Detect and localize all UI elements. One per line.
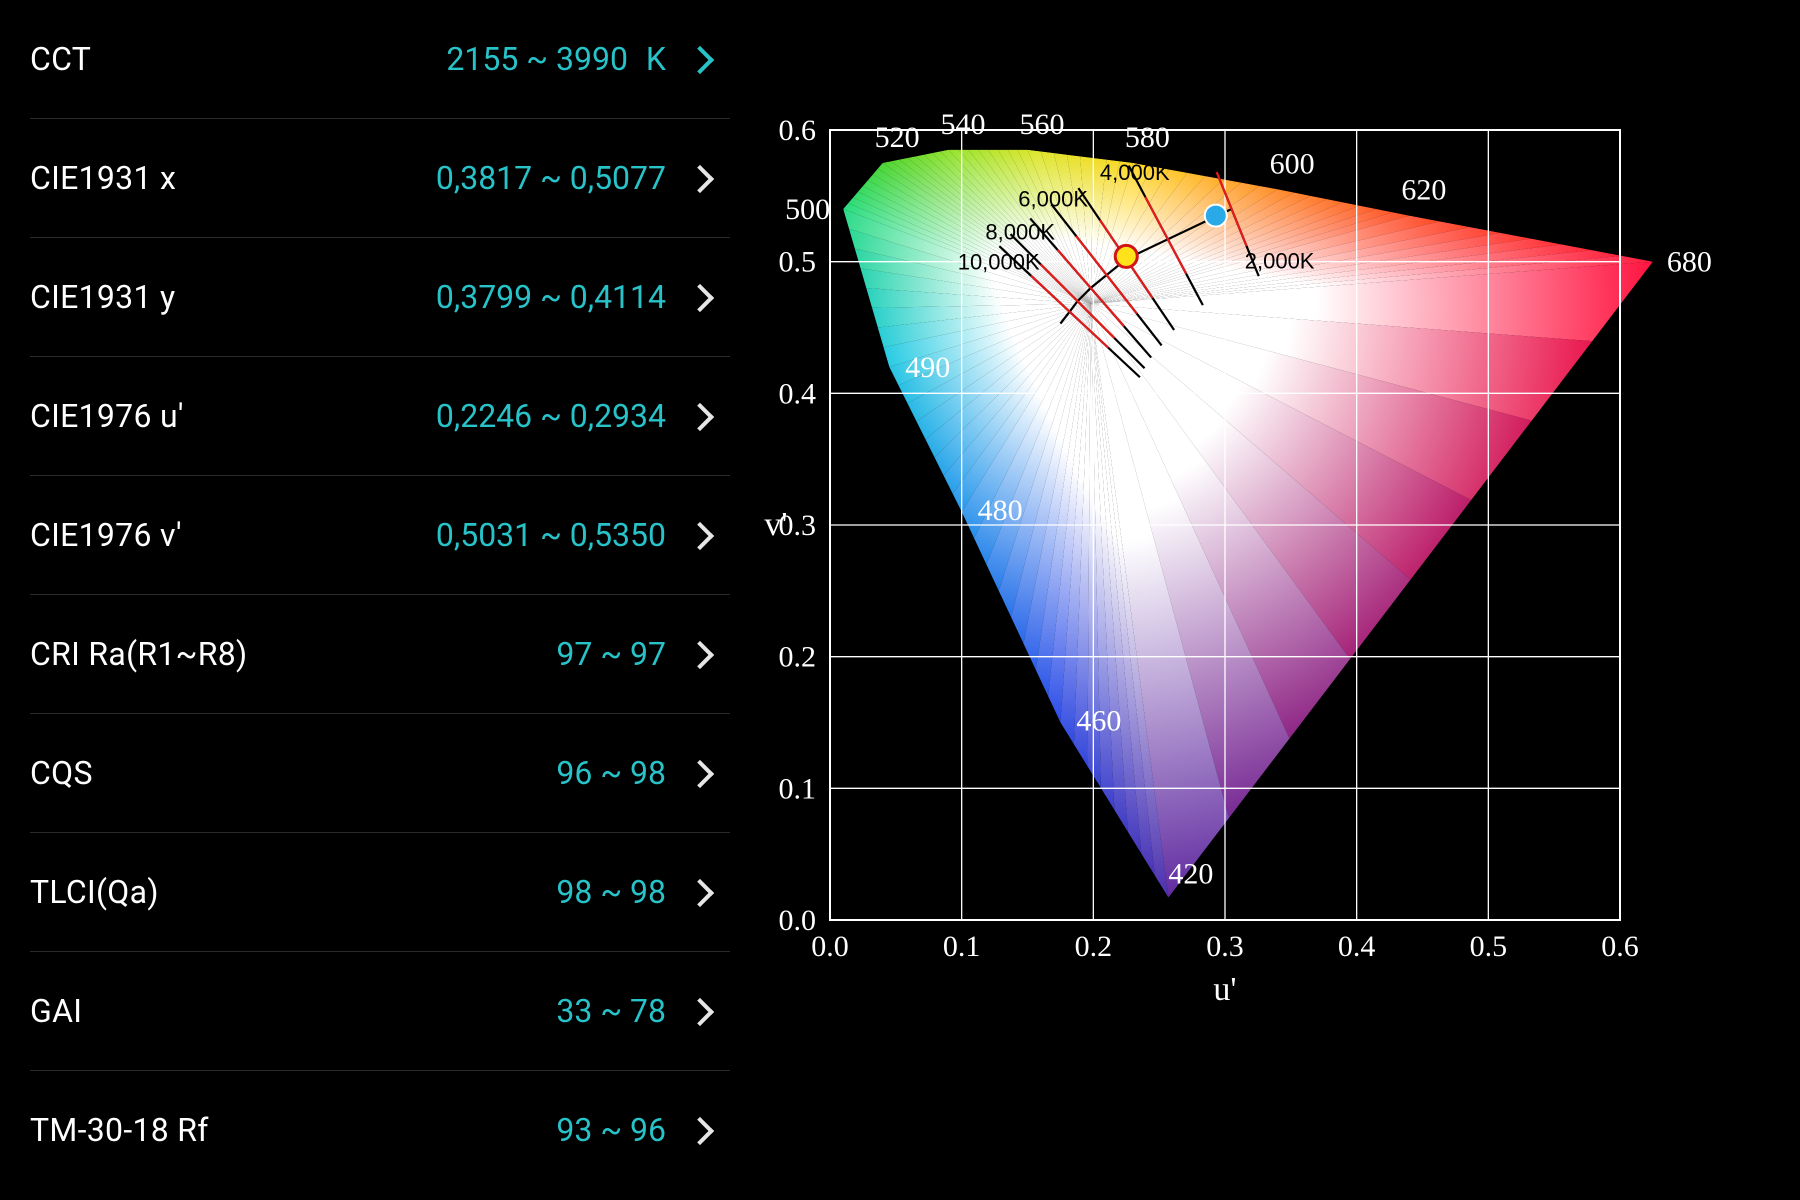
cct-iso-label: 10,000K: [958, 250, 1040, 275]
chevron-right-icon: [686, 403, 714, 431]
metric-label: CIE1976 v': [30, 516, 182, 554]
measurement-marker: [1205, 205, 1227, 227]
cct-iso-label: 4,000K: [1100, 160, 1170, 185]
chevron-right-icon: [686, 522, 714, 550]
metric-row-cct[interactable]: CCT 2155 ~ 3990 K: [30, 0, 730, 119]
x-tick-label: 0.2: [1075, 930, 1113, 963]
metric-value: 98 ~ 98: [556, 873, 666, 911]
metric-label: CRI Ra(R1~R8): [30, 635, 247, 673]
metric-value: 2155 ~ 3990: [446, 40, 628, 78]
chevron-right-icon: [686, 165, 714, 193]
metric-label: CIE1976 u': [30, 397, 184, 435]
metric-label: CQS: [30, 754, 93, 792]
wavelength-label: 520: [875, 121, 920, 154]
y-axis-label: v': [764, 506, 787, 543]
x-tick-label: 0.0: [811, 930, 849, 963]
wavelength-label: 460: [1076, 705, 1121, 738]
chevron-right-icon: [686, 760, 714, 788]
metric-row-cqs[interactable]: CQS 96 ~ 98: [30, 714, 730, 833]
metric-row-tlci[interactable]: TLCI(Qa) 98 ~ 98: [30, 833, 730, 952]
chevron-right-icon: [686, 641, 714, 669]
metric-label: GAI: [30, 992, 82, 1030]
wavelength-label: 490: [905, 351, 950, 384]
y-tick-label: 0.0: [779, 904, 817, 937]
metric-row-cie1931y[interactable]: CIE1931 y 0,3799 ~ 0,4114: [30, 238, 730, 357]
y-tick-label: 0.5: [779, 246, 817, 279]
wavelength-label: 680: [1667, 246, 1712, 279]
x-axis-label: u': [1213, 971, 1236, 1008]
chevron-right-icon: [686, 46, 714, 74]
y-tick-label: 0.4: [779, 377, 817, 410]
metric-label: CIE1931 x: [30, 159, 176, 197]
wavelength-label: 560: [1020, 108, 1065, 141]
x-tick-label: 0.5: [1470, 930, 1508, 963]
chevron-right-icon: [686, 1117, 714, 1145]
metric-value: 0,3799 ~ 0,4114: [436, 278, 666, 316]
wavelength-label: 600: [1270, 147, 1315, 180]
chevron-right-icon: [686, 879, 714, 907]
metric-label: TM-30-18 Rf: [30, 1111, 209, 1149]
wavelength-label: 420: [1168, 858, 1213, 891]
x-tick-label: 0.3: [1206, 930, 1244, 963]
metric-label: TLCI(Qa): [30, 873, 159, 911]
metric-unit: K: [646, 40, 666, 78]
metric-row-tm30rf[interactable]: TM-30-18 Rf 93 ~ 96: [30, 1071, 730, 1189]
metric-value: 97 ~ 97: [556, 635, 666, 673]
metric-value: 0,2246 ~ 0,2934: [436, 397, 666, 435]
metric-value: 0,5031 ~ 0,5350: [436, 516, 666, 554]
metric-row-cie1976u[interactable]: CIE1976 u' 0,2246 ~ 0,2934: [30, 357, 730, 476]
metric-value: 33 ~ 78: [556, 992, 666, 1030]
metric-label: CCT: [30, 40, 91, 78]
metrics-list: CCT2155 ~ 3990KCIE1931 x0,3817 ~ 0,5077C…: [0, 0, 730, 1200]
x-tick-label: 0.1: [943, 930, 981, 963]
metric-row-gai[interactable]: GAI 33 ~ 78: [30, 952, 730, 1071]
wavelength-label: 580: [1125, 121, 1170, 154]
wavelength-label: 540: [941, 108, 986, 141]
y-tick-label: 0.1: [779, 772, 817, 805]
y-tick-label: 0.2: [779, 641, 817, 674]
metric-row-cie1976v[interactable]: CIE1976 v' 0,5031 ~ 0,5350: [30, 476, 730, 595]
metric-row-cie1931x[interactable]: CIE1931 x 0,3817 ~ 0,5077: [30, 119, 730, 238]
wavelength-label: 500: [785, 193, 830, 226]
chevron-right-icon: [686, 998, 714, 1026]
metric-value: 0,3817 ~ 0,5077: [436, 159, 666, 197]
wavelength-label: 480: [978, 494, 1023, 527]
metric-value: 93 ~ 96: [556, 1111, 666, 1149]
cct-iso-label: 2,000K: [1245, 248, 1315, 273]
metric-label: CIE1931 y: [30, 278, 175, 316]
metric-value: 96 ~ 98: [556, 754, 666, 792]
wavelength-label: 620: [1401, 174, 1446, 207]
cct-iso-label: 6,000K: [1018, 186, 1088, 211]
cie1976-chromaticity-chart: 2,000K 4,000K 6,000K 8,000K 10,000K 420 460 480…: [760, 100, 1720, 975]
y-tick-label: 0.6: [779, 114, 817, 147]
measurement-marker: [1115, 245, 1137, 267]
x-tick-label: 0.4: [1338, 930, 1376, 963]
metric-row-cri[interactable]: CRI Ra(R1~R8) 97 ~ 97: [30, 595, 730, 714]
chevron-right-icon: [686, 284, 714, 312]
x-tick-label: 0.6: [1601, 930, 1639, 963]
chromaticity-panel: 2,000K 4,000K 6,000K 8,000K 10,000K 420 460 480…: [730, 0, 1800, 1200]
cct-iso-label: 8,000K: [985, 219, 1055, 244]
